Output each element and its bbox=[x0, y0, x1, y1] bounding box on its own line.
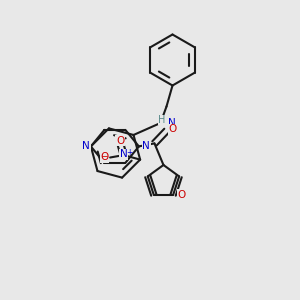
Text: N: N bbox=[142, 141, 150, 152]
Text: N: N bbox=[120, 149, 128, 159]
Text: −: − bbox=[100, 152, 107, 160]
Text: O: O bbox=[169, 124, 177, 134]
Text: O: O bbox=[100, 152, 109, 163]
Text: +: + bbox=[126, 148, 132, 157]
Text: O: O bbox=[116, 136, 124, 146]
Text: O: O bbox=[178, 190, 186, 200]
Text: N: N bbox=[168, 118, 176, 128]
Text: H: H bbox=[158, 115, 166, 125]
Text: N: N bbox=[82, 141, 90, 152]
